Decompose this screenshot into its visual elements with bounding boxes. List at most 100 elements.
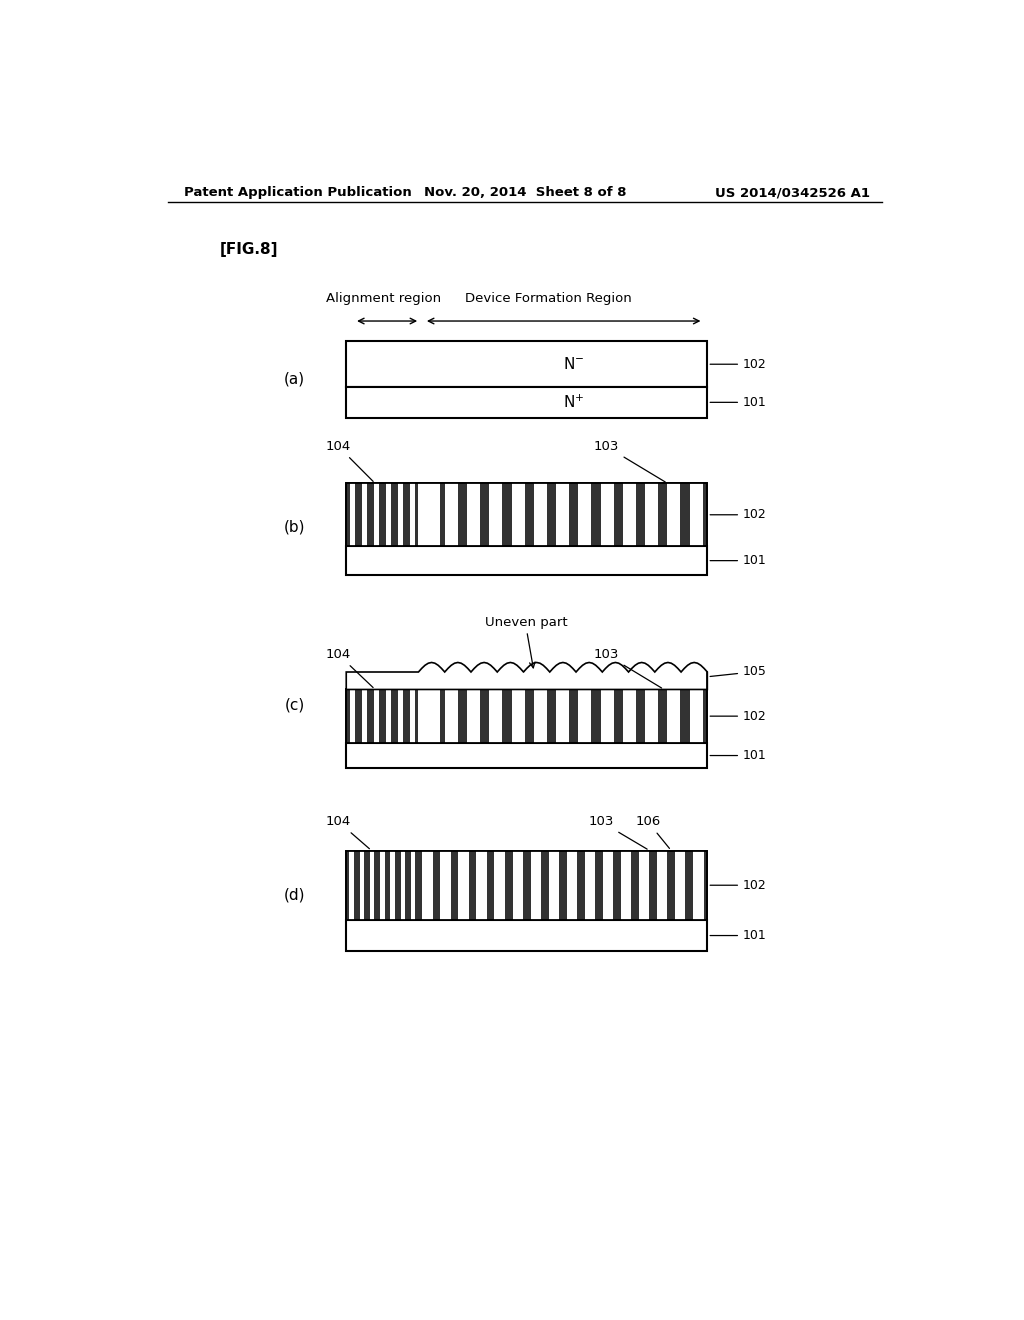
Bar [361,483,367,546]
Text: US 2014/0342526 A1: US 2014/0342526 A1 [715,186,870,199]
Bar [668,483,680,546]
Text: Patent Application Publication: Patent Application Publication [183,186,412,199]
Bar [534,689,547,743]
Text: [FIG.8]: [FIG.8] [219,243,278,257]
Bar [346,387,708,417]
Bar [476,850,486,920]
Bar [350,689,354,743]
Bar [386,483,391,546]
Bar [657,850,668,920]
Bar [512,483,524,546]
Bar [645,689,658,743]
Bar [601,483,613,546]
Text: N$^{-}$: N$^{-}$ [563,356,585,372]
Bar [400,850,406,920]
Bar [495,850,505,920]
Bar [440,850,451,920]
Bar [579,689,591,743]
Bar [346,483,708,546]
Text: Device Formation Region: Device Formation Region [465,292,632,305]
Bar [675,850,685,920]
Bar [512,689,524,743]
Bar [489,689,502,743]
Bar [410,483,415,546]
Polygon shape [346,663,708,689]
Bar [579,483,591,546]
Bar [380,850,385,920]
Text: 104: 104 [326,816,370,849]
Bar [419,689,440,743]
Bar [374,689,379,743]
Bar [349,850,353,920]
Text: 101: 101 [710,929,767,942]
Bar [346,546,708,576]
Bar [621,850,632,920]
Bar [534,483,547,546]
Text: (c): (c) [285,697,305,713]
Bar [346,920,708,952]
Bar [690,689,702,743]
Bar [556,483,569,546]
Text: (b): (b) [284,519,305,535]
Text: 105: 105 [710,665,767,678]
Bar [467,483,480,546]
Bar [346,483,708,546]
Bar [350,483,354,546]
Text: 104: 104 [326,440,373,482]
Bar [410,689,415,743]
Text: Nov. 20, 2014  Sheet 8 of 8: Nov. 20, 2014 Sheet 8 of 8 [424,186,626,199]
Bar [444,689,458,743]
Text: 102: 102 [710,358,767,371]
Bar [419,483,440,546]
Text: N$^{+}$: N$^{+}$ [563,393,585,411]
Text: 102: 102 [710,508,767,521]
Bar [489,483,502,546]
Bar [346,342,708,387]
Text: 102: 102 [710,879,767,892]
Bar [346,850,708,920]
Bar [370,850,374,920]
Bar [444,483,458,546]
Bar [374,483,379,546]
Text: Uneven part: Uneven part [485,616,568,630]
Bar [601,689,613,743]
Text: 103: 103 [594,648,662,688]
Bar [346,689,708,743]
Bar [645,483,658,546]
Bar [361,689,367,743]
Bar [467,689,480,743]
Text: 101: 101 [710,396,767,409]
Bar [566,850,578,920]
Bar [459,850,469,920]
Text: (a): (a) [284,372,305,387]
Bar [623,483,636,546]
Bar [398,689,402,743]
Bar [639,850,649,920]
Bar [422,850,433,920]
Text: 106: 106 [635,816,670,849]
Bar [359,850,364,920]
Text: 102: 102 [710,710,767,722]
Bar [390,850,395,920]
Bar [556,689,569,743]
Text: 101: 101 [710,554,767,568]
Bar [386,689,391,743]
Text: Alignment region: Alignment region [326,292,441,305]
Bar [585,850,595,920]
Bar [530,850,541,920]
Text: 101: 101 [710,748,767,762]
Text: 104: 104 [326,648,373,688]
Bar [513,850,523,920]
Bar [346,850,708,920]
Bar [549,850,559,920]
Text: 103: 103 [594,440,666,482]
Text: (d): (d) [284,888,305,903]
Bar [690,483,702,546]
Bar [398,483,402,546]
Bar [346,743,708,768]
Bar [411,850,416,920]
Bar [603,850,613,920]
Bar [693,850,703,920]
Bar [346,689,708,743]
Text: 103: 103 [588,816,647,849]
